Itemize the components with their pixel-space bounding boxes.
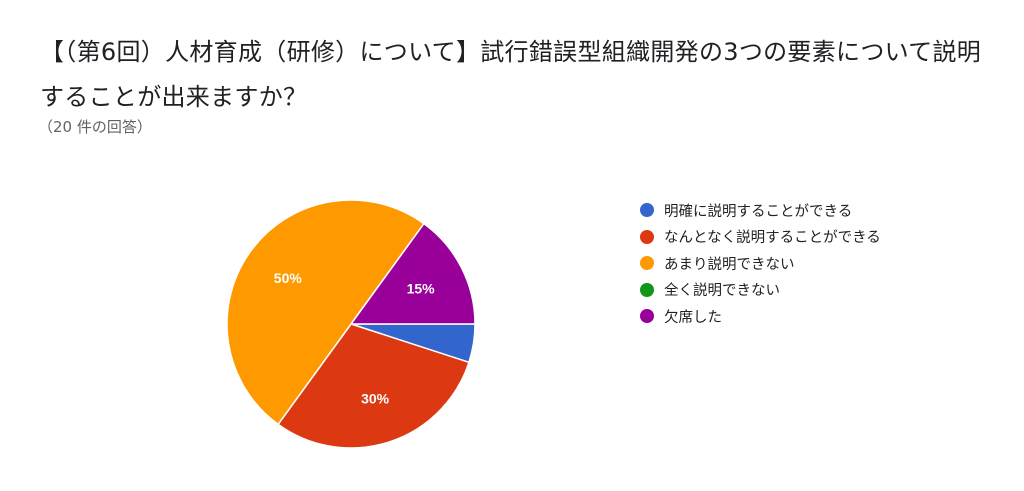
legend-swatch-icon — [640, 309, 654, 324]
legend-swatch-icon — [640, 203, 654, 218]
legend-item-1[interactable]: 明確に説明することができる — [640, 197, 881, 224]
legend-label: あまり説明できない — [664, 256, 795, 273]
pie-slice-5[interactable] — [349, 222, 476, 325]
legend-swatch-icon — [640, 282, 654, 297]
legend-swatch-icon — [640, 256, 654, 271]
slice-label-3: 50% — [274, 270, 303, 286]
legend-item-3[interactable]: あまり説明できない — [640, 250, 881, 277]
legend-label: 欠席した — [664, 309, 722, 326]
legend-label: なんとなく説明することができる — [664, 230, 881, 247]
legend-item-5[interactable]: 欠席した — [640, 303, 881, 330]
question-title: 【（第6回）人材育成（研修）について】試行錯誤型組織開発の3つの要素について説明… — [40, 38, 982, 111]
legend-label: 明確に説明することができる — [664, 203, 853, 220]
slice-label-2: 30% — [361, 390, 390, 406]
pie-slice-2[interactable] — [277, 323, 470, 449]
legend-item-4[interactable]: 全く説明できない — [640, 277, 881, 304]
response-count: （20 件の回答） — [38, 118, 152, 136]
pie-slice-3[interactable] — [226, 199, 425, 426]
chart-legend: 明確に説明することができるなんとなく説明することができる あまり説明できない 全く説… — [640, 197, 881, 330]
legend-item-2[interactable]: なんとなく説明することができる — [640, 224, 881, 251]
legend-label: 全く説明できない — [664, 283, 780, 300]
legend-swatch-icon — [640, 229, 654, 244]
slice-label-5: 15% — [407, 281, 436, 297]
